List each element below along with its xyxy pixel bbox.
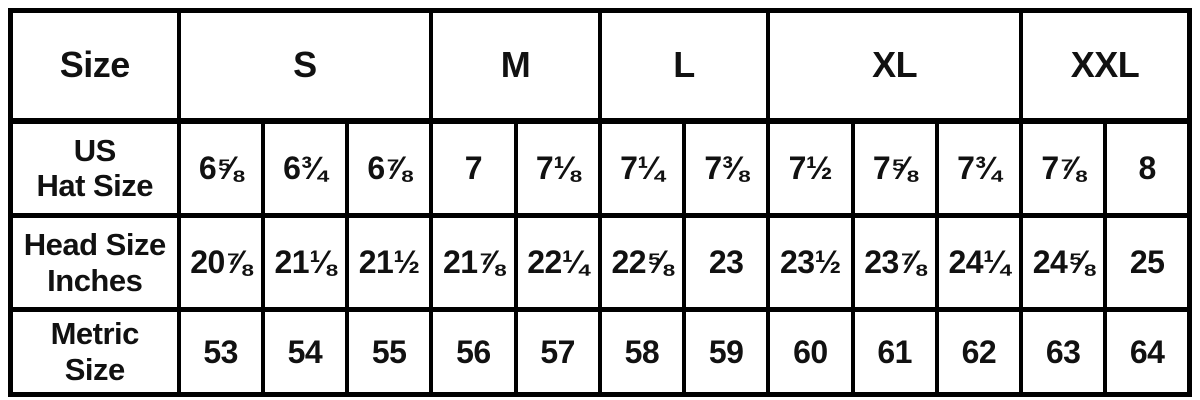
metric-size-value: 53	[176, 307, 265, 397]
us-hat-size-value: 7¾	[934, 118, 1024, 218]
head-size-value: 21⅛	[260, 213, 350, 312]
head-size-value: 20⅞	[176, 213, 265, 312]
row-label-line1: US	[73, 132, 117, 168]
metric-size-value: 54	[260, 307, 350, 397]
head-size-value: 25	[1103, 213, 1192, 312]
row-label-line2: Inches	[47, 262, 143, 298]
head-size-inches-row: Head Size Inches 20⅞ 21⅛ 21½ 21⅞ 22¼ 22⅝…	[8, 213, 1192, 312]
us-hat-size-value: 6⅞	[344, 118, 434, 218]
us-hat-size-value: 7½	[766, 118, 855, 218]
head-size-value: 24⅝	[1018, 213, 1108, 312]
metric-size-row-label: Metric Size	[8, 307, 181, 397]
us-hat-size-value: 7⅛	[513, 118, 602, 218]
size-group-xl: XL	[766, 8, 1023, 124]
metric-size-value: 58	[597, 307, 687, 397]
head-size-value: 21⅞	[429, 213, 518, 312]
metric-size-row: Metric Size 53 54 55 56 57 58 59 60 61 6…	[8, 307, 1192, 397]
corner-size-header: Size	[8, 8, 181, 124]
head-size-value: 23	[681, 213, 771, 312]
metric-size-value: 56	[429, 307, 518, 397]
size-group-header-row: Size S M L XL XXL	[8, 8, 1192, 124]
us-hat-size-value: 6¾	[260, 118, 350, 218]
us-hat-size-value: 7	[429, 118, 518, 218]
us-hat-size-value: 8	[1103, 118, 1192, 218]
head-size-value: 23½	[766, 213, 855, 312]
us-hat-size-row: US Hat Size 6⅝ 6¾ 6⅞ 7 7⅛ 7¼ 7⅜ 7½ 7⅝ 7¾…	[8, 118, 1192, 218]
metric-size-value: 59	[681, 307, 771, 397]
head-size-value: 22⅝	[597, 213, 687, 312]
size-group-s: S	[176, 8, 434, 124]
head-size-value: 21½	[344, 213, 434, 312]
row-label-line2: Size	[64, 352, 126, 387]
head-size-value: 22¼	[513, 213, 602, 312]
metric-size-value: 55	[344, 307, 434, 397]
us-hat-size-value: 7⅞	[1018, 118, 1108, 218]
row-label-line1: Metric	[50, 316, 140, 352]
us-hat-size-value: 7⅜	[681, 118, 771, 218]
size-group-xxl: XXL	[1019, 8, 1192, 124]
size-group-l: L	[597, 8, 771, 124]
head-size-value: 24¼	[934, 213, 1024, 312]
us-hat-size-value: 6⅝	[176, 118, 265, 218]
metric-size-value: 60	[766, 307, 855, 397]
row-label-line1: Head Size	[23, 226, 166, 262]
us-hat-size-row-label: US Hat Size	[8, 118, 181, 218]
hat-size-chart-table: Size S M L XL XXL US Hat Size 6⅝ 6¾ 6⅞ 7…	[8, 8, 1192, 397]
metric-size-value: 63	[1018, 307, 1108, 397]
metric-size-value: 57	[513, 307, 602, 397]
us-hat-size-value: 7⅝	[850, 118, 939, 218]
metric-size-value: 62	[934, 307, 1024, 397]
metric-size-value: 61	[850, 307, 939, 397]
size-group-m: M	[429, 8, 602, 124]
row-label-line2: Hat Size	[36, 168, 154, 204]
us-hat-size-value: 7¼	[597, 118, 687, 218]
head-size-value: 23⅞	[850, 213, 939, 312]
metric-size-value: 64	[1103, 307, 1192, 397]
head-size-inches-row-label: Head Size Inches	[8, 213, 181, 312]
